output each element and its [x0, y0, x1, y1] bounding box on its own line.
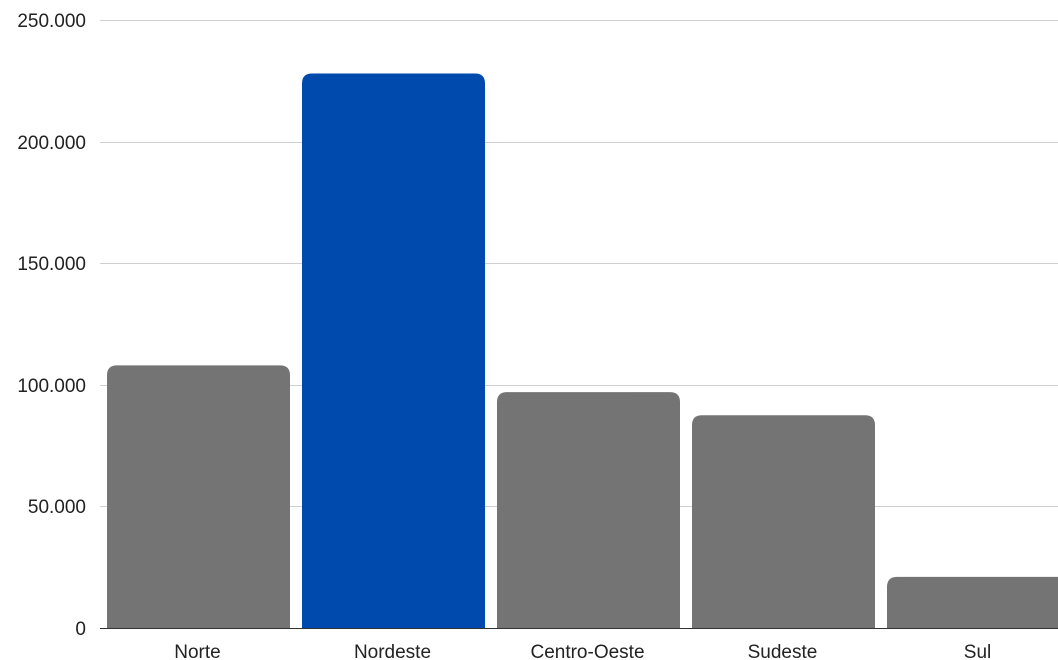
x-category-label: Centro-Oeste	[530, 642, 644, 660]
y-tick-label: 250.000	[17, 11, 86, 32]
bar-nordeste	[302, 73, 485, 628]
y-tick-label: 100.000	[17, 376, 86, 397]
y-tick-label: 200.000	[17, 133, 86, 154]
bar-sul	[887, 576, 1058, 628]
bar-sudeste	[692, 415, 875, 628]
bar-norte	[107, 365, 290, 628]
y-tick-label: 150.000	[17, 254, 86, 275]
x-category-label: Sudeste	[748, 642, 818, 660]
x-axis-category-labels: Norte Nordeste Centro-Oeste Sudeste Sul	[174, 642, 991, 660]
bar-centro-oeste	[497, 392, 680, 628]
bars	[107, 73, 1058, 628]
y-axis-tick-labels: 0 50.000 100.000 150.000 200.000 250.000	[17, 11, 86, 640]
y-tick-label: 0	[75, 619, 86, 640]
x-category-label: Norte	[174, 642, 220, 660]
y-tick-label: 50.000	[28, 497, 86, 518]
x-category-label: Nordeste	[354, 642, 431, 660]
x-category-label: Sul	[964, 642, 991, 660]
